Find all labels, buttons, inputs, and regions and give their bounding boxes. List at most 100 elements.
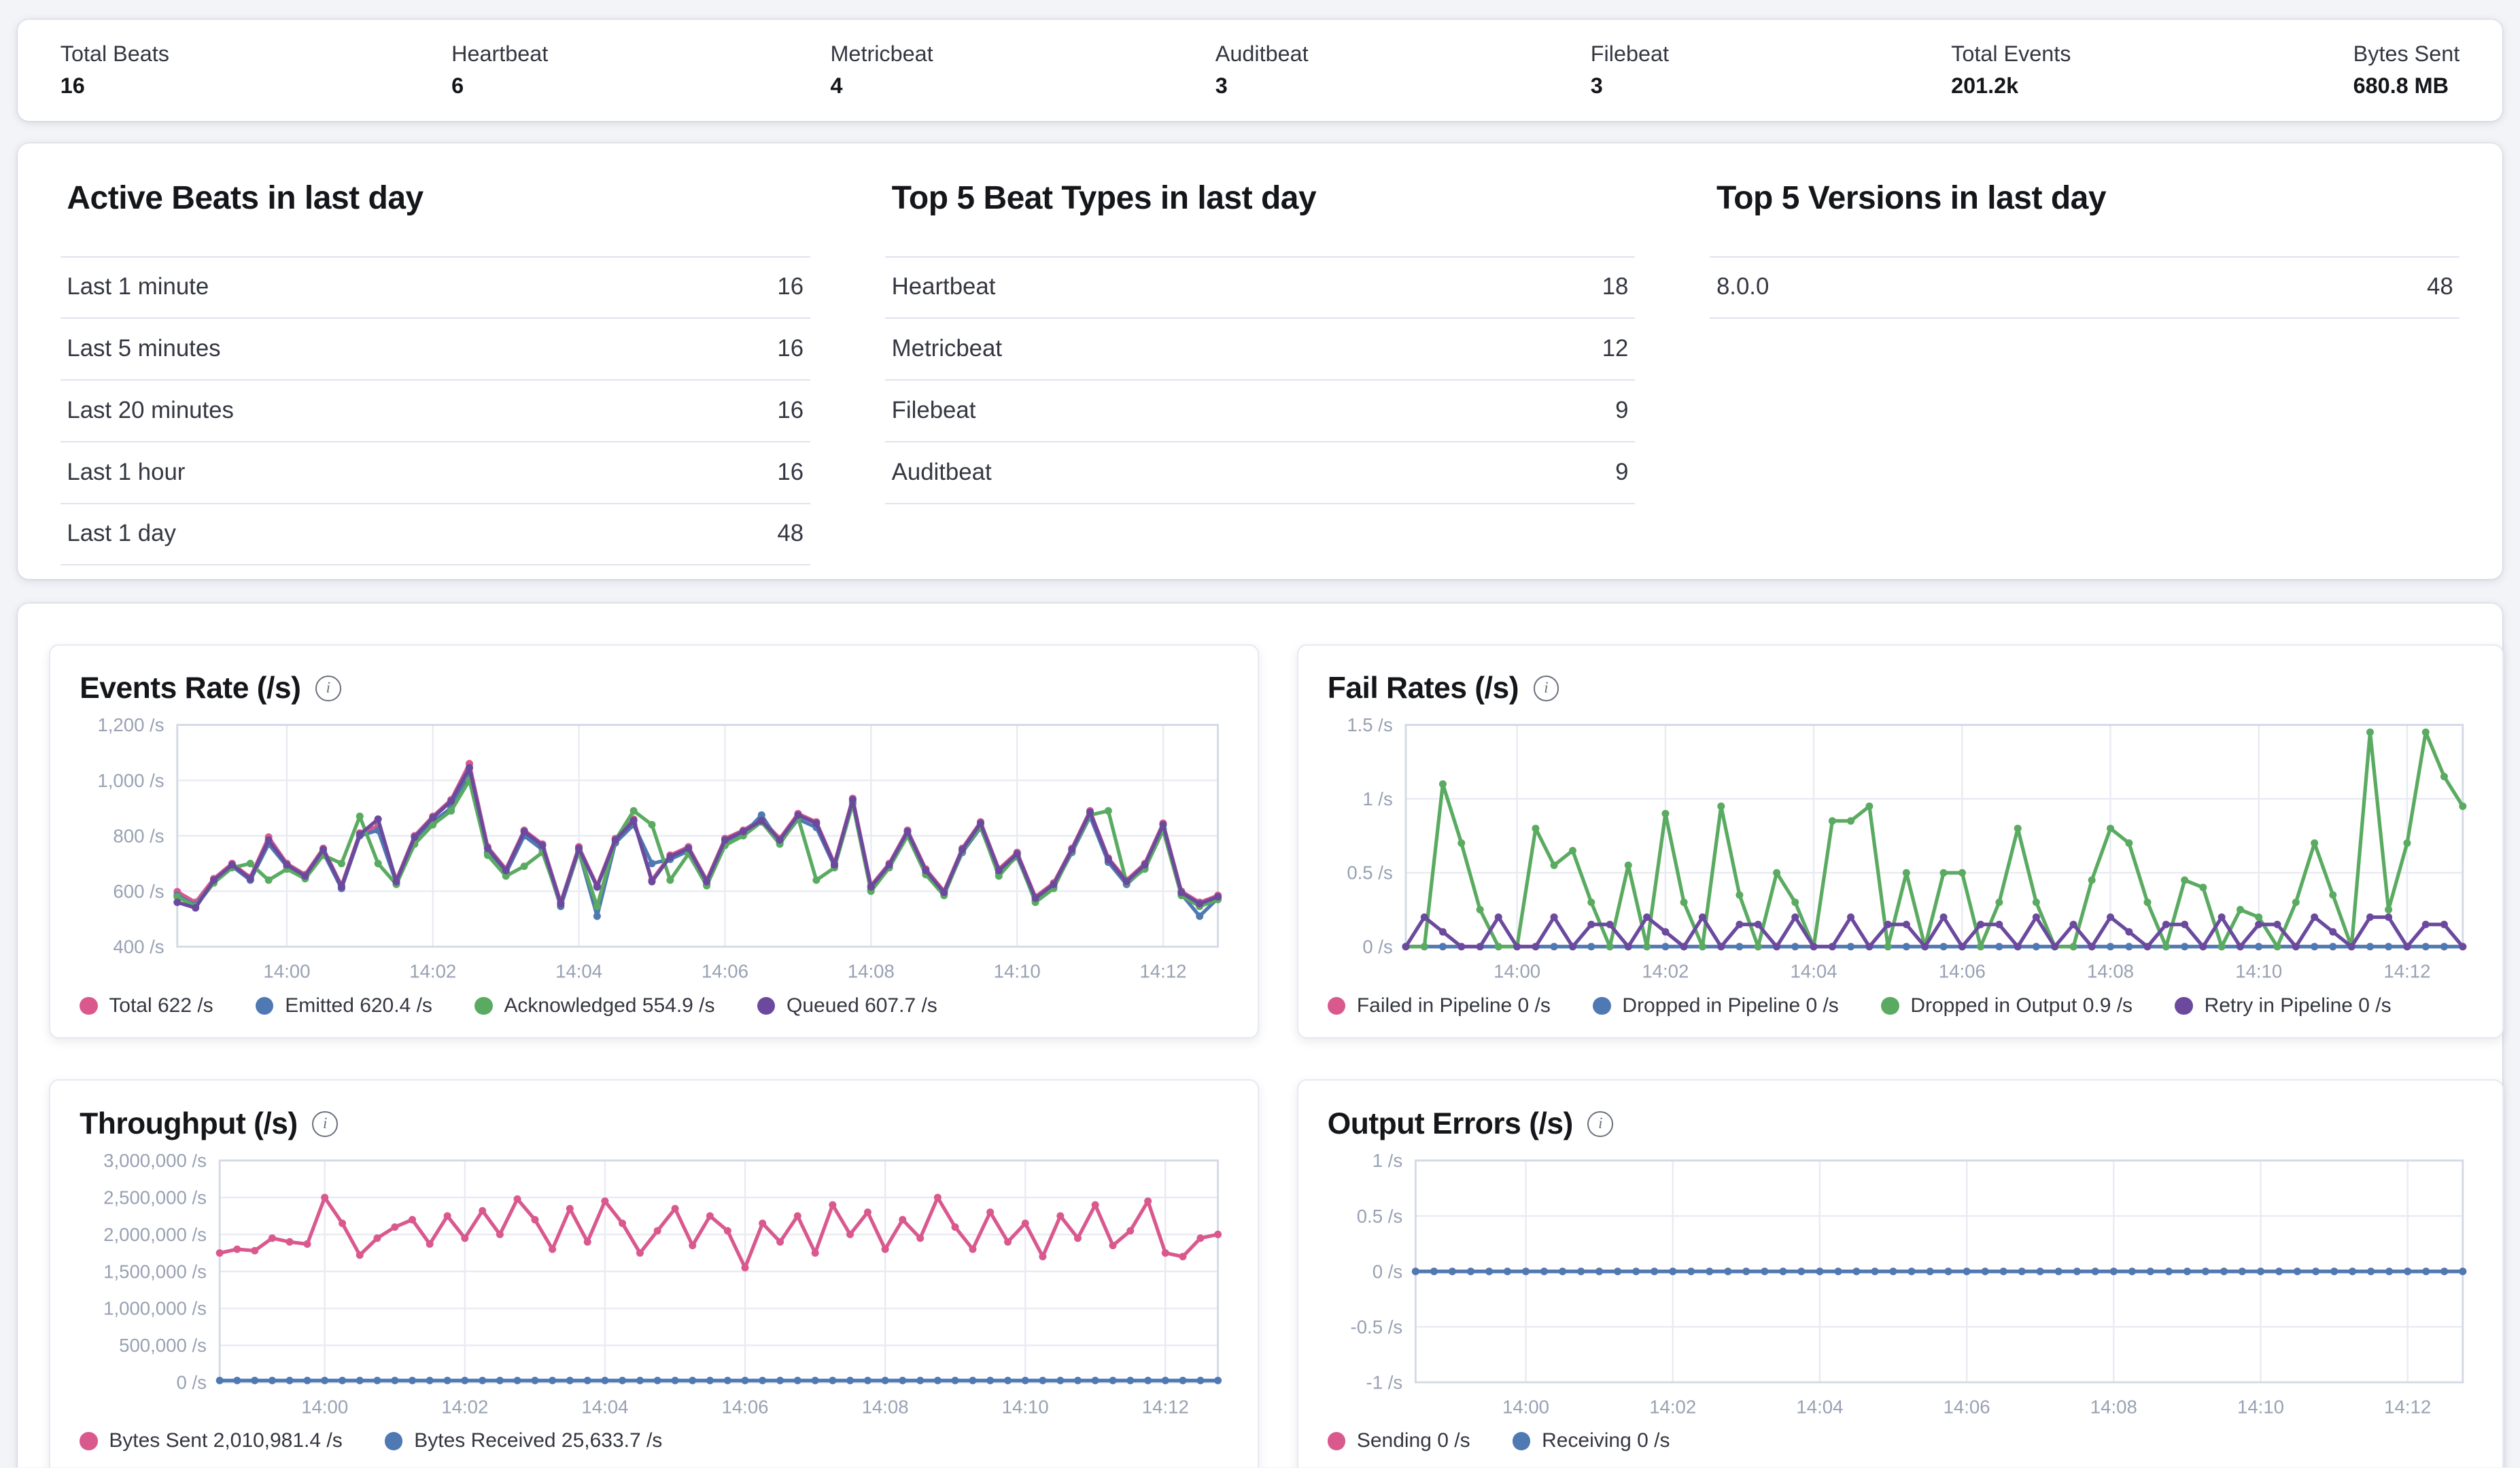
metric-table-rows: 8.0.0 48 bbox=[1710, 256, 2460, 319]
fail-rates-chart[interactable]: 1.5 /s 1 /s 0.5 /s 0 /s 14:00 14:02 14:04 14:06… bbox=[1324, 718, 2476, 983]
summary-stat-value: 4 bbox=[830, 73, 843, 98]
output-errors-chart[interactable]: 1 /s 0.5 /s 0 /s -0.5 /s -1 /s 14:00 14:02 14:0… bbox=[1324, 1154, 2476, 1418]
metric-table: Top 5 Beat Types in last day Heartbeat 18 M… bbox=[885, 173, 1635, 565]
summary-stat: Heartbeat 6 bbox=[451, 41, 548, 99]
legend-label: Bytes Received 25,633.7 /s bbox=[414, 1429, 663, 1452]
chart-title-row: Fail Rates (/s) i bbox=[1328, 671, 2476, 705]
row-label: Auditbeat bbox=[891, 459, 992, 485]
series-line bbox=[1404, 915, 2465, 949]
series-line bbox=[175, 778, 1220, 909]
panel-title: Active Beats in last day bbox=[67, 179, 424, 216]
row-label: Filebeat bbox=[891, 397, 976, 423]
chart-title: Throughput (/s) bbox=[80, 1106, 298, 1140]
info-icon[interactable]: i bbox=[1587, 1111, 1614, 1137]
x-axis-tick-label: 14:00 bbox=[1494, 961, 1540, 982]
y-axis-tick-label: 0 /s bbox=[177, 1371, 207, 1393]
chart-legend: Sending 0 /s Receiving 0 /s bbox=[1327, 1429, 2476, 1452]
info-icon[interactable]: i bbox=[315, 676, 341, 701]
legend-item[interactable]: Dropped in Pipeline 0 /s bbox=[1593, 994, 1839, 1017]
x-axis-tick-label: 14:02 bbox=[410, 961, 457, 982]
x-axis-tick-label: 14:06 bbox=[722, 1396, 769, 1417]
legend-item[interactable]: Queued 607.7 /s bbox=[757, 994, 937, 1017]
legend-dot-icon bbox=[80, 1432, 98, 1450]
table-row: Last 1 hour 16 bbox=[60, 442, 810, 504]
events-rate-chart-card: Events Rate (/s) i 1,200 /s 1,000 /s 800 /s 6… bbox=[48, 644, 1260, 1039]
x-axis-tick-label: 14:04 bbox=[1790, 961, 1837, 982]
legend-dot-icon bbox=[1327, 996, 1346, 1015]
x-axis-tick-label: 14:12 bbox=[2384, 1396, 2431, 1417]
y-axis-tick-label: 1.5 /s bbox=[1347, 718, 1392, 735]
table-row: Auditbeat 9 bbox=[885, 442, 1635, 504]
table-row: Metricbeat 12 bbox=[885, 319, 1635, 381]
overview-tables-panel: Active Beats in last day Last 1 minute 16 L… bbox=[18, 143, 2502, 579]
series-line bbox=[175, 766, 1220, 910]
x-axis-tick-label: 14:06 bbox=[1943, 1396, 1990, 1417]
chart-title-row: Events Rate (/s) i bbox=[80, 671, 1232, 705]
info-icon[interactable]: i bbox=[312, 1111, 338, 1137]
y-axis-tick-label: -0.5 /s bbox=[1350, 1316, 1402, 1338]
row-label: Last 1 day bbox=[67, 521, 176, 547]
x-axis-tick-label: 14:08 bbox=[2087, 961, 2134, 982]
legend-label: Failed in Pipeline 0 /s bbox=[1356, 994, 1551, 1017]
legend-item[interactable]: Failed in Pipeline 0 /s bbox=[1327, 994, 1551, 1017]
x-axis-tick-label: 14:04 bbox=[582, 1396, 629, 1417]
legend-item[interactable]: Emitted 620.4 /s bbox=[256, 994, 432, 1017]
legend-label: Receiving 0 /s bbox=[1542, 1429, 1670, 1452]
metric-table-rows: Last 1 minute 16 Last 5 minutes 16 Last 20 m… bbox=[60, 256, 810, 566]
y-axis-tick-label: 1 /s bbox=[1373, 1154, 1402, 1171]
summary-stat-label: Auditbeat bbox=[1215, 41, 1309, 67]
legend-item[interactable]: Retry in Pipeline 0 /s bbox=[2175, 994, 2392, 1017]
x-axis-tick-label: 14:02 bbox=[1642, 961, 1689, 982]
legend-dot-icon bbox=[1327, 1432, 1346, 1450]
legend-label: Emitted 620.4 /s bbox=[285, 994, 432, 1017]
legend-item[interactable]: Receiving 0 /s bbox=[1512, 1429, 1670, 1452]
y-axis-tick-label: 400 /s bbox=[114, 937, 165, 958]
y-axis-tick-label: 3,000,000 /s bbox=[103, 1154, 207, 1171]
x-axis-tick-label: 14:10 bbox=[2237, 1396, 2284, 1417]
throughput-chart[interactable]: 3,000,000 /s 2,500,000 /s 2,000,000 /s 1,50… bbox=[76, 1154, 1231, 1418]
chart-title: Events Rate (/s) bbox=[80, 671, 301, 705]
x-axis-tick-label: 14:10 bbox=[2235, 961, 2282, 982]
metric-table-rows: Heartbeat 18 Metricbeat 12 Filebeat 9 Auditbea… bbox=[885, 256, 1635, 504]
y-axis-tick-label: 2,500,000 /s bbox=[103, 1187, 207, 1208]
x-axis-tick-label: 14:12 bbox=[1140, 961, 1187, 982]
y-axis-tick-label: 800 /s bbox=[114, 826, 165, 847]
table-row: Filebeat 9 bbox=[885, 381, 1635, 442]
info-icon[interactable]: i bbox=[1533, 676, 1559, 701]
chart-title-row: Output Errors (/s) i bbox=[1328, 1107, 2476, 1141]
row-label: Last 1 minute bbox=[67, 274, 209, 300]
metric-table: Top 5 Versions in last day 8.0.0 48 bbox=[1710, 173, 2460, 565]
row-value: 48 bbox=[777, 521, 804, 547]
legend-label: Total 622 /s bbox=[109, 994, 213, 1017]
events-rate-chart[interactable]: 1,200 /s 1,000 /s 800 /s 600 /s 400 /s 14:00 1… bbox=[76, 718, 1231, 983]
output-errors-chart-card: Output Errors (/s) i 1 /s 0.5 /s 0 /s -0.5 /s… bbox=[1296, 1079, 2504, 1468]
summary-stat: Bytes Sent 680.8 MB bbox=[2353, 41, 2460, 99]
row-label: Heartbeat bbox=[891, 274, 996, 300]
legend-item[interactable]: Acknowledged 554.9 /s bbox=[474, 994, 715, 1017]
series-line bbox=[1404, 731, 2465, 949]
throughput-chart-card: Throughput (/s) i 3,000,000 /s 2,500,000 /s… bbox=[48, 1079, 1260, 1468]
summary-stat: Total Beats 16 bbox=[61, 41, 169, 99]
row-value: 48 bbox=[2427, 274, 2453, 300]
row-label: Metricbeat bbox=[891, 336, 1003, 362]
x-axis-tick-label: 14:08 bbox=[862, 1396, 909, 1417]
legend-item[interactable]: Bytes Received 25,633.7 /s bbox=[385, 1429, 662, 1452]
legend-item[interactable]: Dropped in Output 0.9 /s bbox=[1881, 994, 2133, 1017]
legend-item[interactable]: Bytes Sent 2,010,981.4 /s bbox=[80, 1429, 343, 1452]
row-label: Last 20 minutes bbox=[67, 397, 234, 423]
y-axis-tick-label: 0 /s bbox=[1362, 937, 1392, 958]
summary-stat-label: Metricbeat bbox=[830, 41, 933, 67]
legend-dot-icon bbox=[385, 1432, 403, 1450]
legend-item[interactable]: Total 622 /s bbox=[80, 994, 213, 1017]
charts-panel: Events Rate (/s) i 1,200 /s 1,000 /s 800 /s 6… bbox=[18, 603, 2504, 1468]
metric-table: Active Beats in last day Last 1 minute 16 L… bbox=[60, 173, 810, 566]
legend-dot-icon bbox=[2175, 996, 2193, 1015]
legend-item[interactable]: Sending 0 /s bbox=[1327, 1429, 1470, 1452]
row-label: 8.0.0 bbox=[1716, 274, 1770, 300]
y-axis-tick-label: 1,200 /s bbox=[98, 718, 165, 735]
row-value: 9 bbox=[1615, 397, 1629, 423]
y-axis-tick-label: 600 /s bbox=[114, 881, 165, 902]
y-axis-tick-label: 0.5 /s bbox=[1347, 862, 1392, 884]
summary-stat: Total Events 201.2k bbox=[1951, 41, 2071, 99]
summary-stat-label: Total Events bbox=[1951, 41, 2071, 67]
